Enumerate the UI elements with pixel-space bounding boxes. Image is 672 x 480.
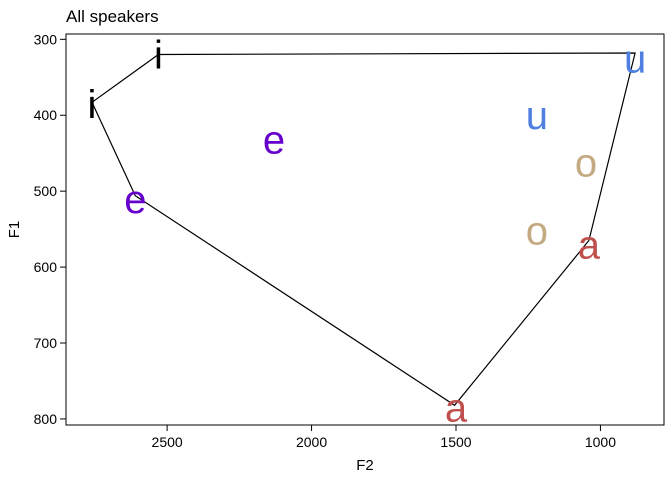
y-tick-label: 700 — [34, 335, 58, 351]
vowel-point-e: e — [124, 178, 146, 222]
chart-title: All speakers — [66, 7, 159, 26]
vowel-point-a: a — [578, 223, 601, 267]
plot-frame — [65, 33, 665, 426]
vowel-point-a: a — [445, 387, 468, 431]
x-axis-label: F2 — [356, 457, 374, 474]
vowel-space-polygon — [91, 52, 636, 407]
y-tick-label: 600 — [34, 259, 58, 275]
y-tick-label: 400 — [34, 107, 58, 123]
vowel-point-u: u — [526, 94, 548, 138]
y-tick-label: 800 — [34, 411, 58, 427]
x-tick-label: 1000 — [585, 434, 616, 450]
y-tick-label: 300 — [34, 31, 58, 47]
x-tick-label: 2000 — [296, 434, 327, 450]
vowel-point-e: e — [263, 119, 285, 163]
vowel-point-u: u — [624, 37, 646, 81]
vowel-point-i: i — [154, 33, 163, 77]
y-axis-label: F1 — [6, 221, 23, 239]
x-tick-label: 2500 — [152, 434, 183, 450]
x-tick-label: 1500 — [440, 434, 471, 450]
y-tick-label: 500 — [34, 183, 58, 199]
vowel-point-o: o — [575, 141, 597, 185]
vowel-point-o: o — [526, 210, 548, 254]
vowel-point-i: i — [88, 83, 97, 127]
